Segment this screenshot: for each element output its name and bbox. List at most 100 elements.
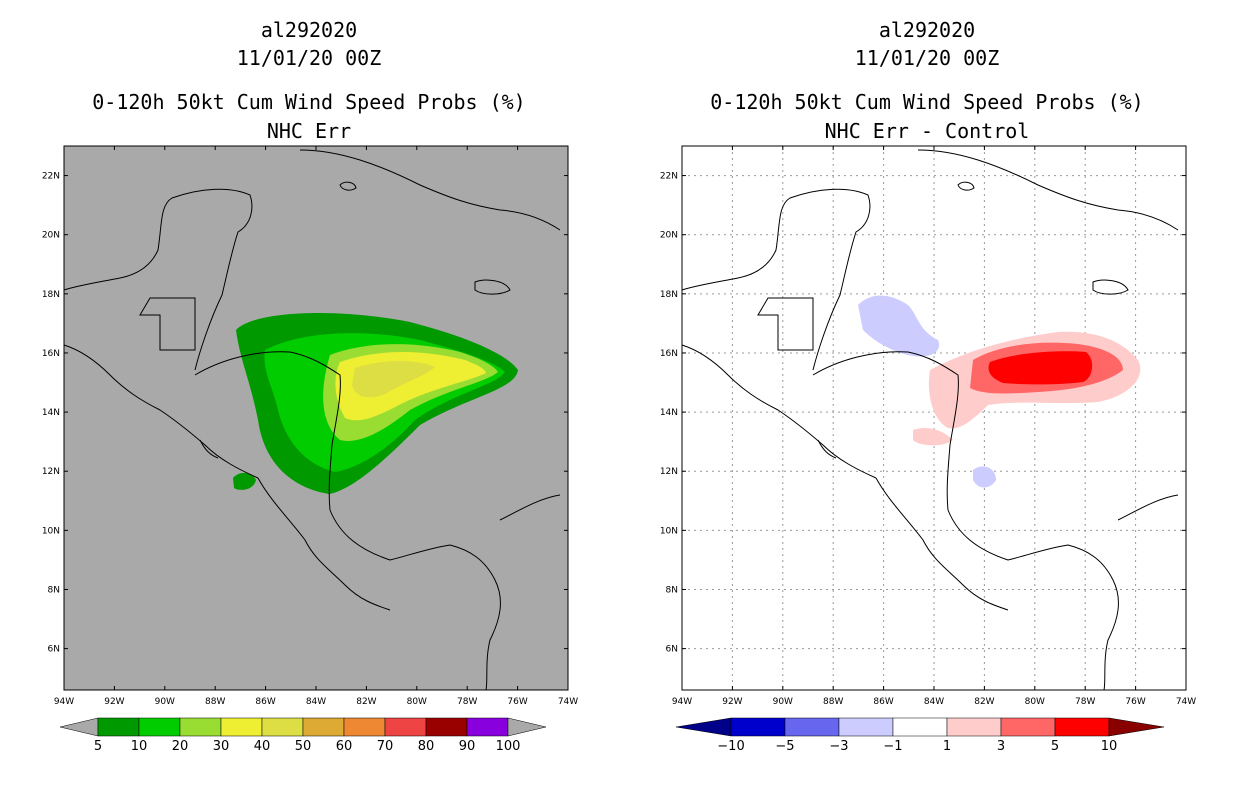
right-lon-label: 92W xyxy=(722,697,742,707)
left-colorbar-label: 40 xyxy=(254,739,271,754)
left-map-panel: al292020 11/01/20 00Z 0-120h 50kt Cum Wi… xyxy=(42,18,578,754)
left-lon-label: 86W xyxy=(255,697,275,707)
right-colorbar-label: 3 xyxy=(997,739,1005,754)
right-colorbar: −10 −5 −3 −1 1 3 5 10 xyxy=(675,717,1165,754)
right-colorbar-label: 10 xyxy=(1101,739,1118,754)
right-lon-label: 94W xyxy=(672,697,692,707)
left-colorbar-swatch xyxy=(466,717,509,737)
right-lon-label: 82W xyxy=(974,697,994,707)
right-colorbar-swatch xyxy=(892,717,948,737)
left-colorbar-label: 80 xyxy=(418,739,435,754)
right-lat-label: 10N xyxy=(660,526,678,536)
right-lon-label: 74W xyxy=(1176,697,1196,707)
right-map-svg: 22N 20N 18N 16N 14N 12N 10N 8N 6N 94W 92W 90W 88W 86W… xyxy=(660,145,1196,754)
left-colorbar-swatch xyxy=(179,717,222,737)
right-datetime: 11/01/20 00Z xyxy=(854,46,1000,70)
right-lat-label: 22N xyxy=(660,172,678,182)
right-map-panel: al292020 11/01/20 00Z 0-120h 50kt Cum Wi… xyxy=(618,0,1236,800)
left-lon-label: 88W xyxy=(205,697,225,707)
right-lat-label: 16N xyxy=(660,349,678,359)
left-lat-label: 12N xyxy=(42,467,60,477)
right-lon-label: 86W xyxy=(873,697,893,707)
right-storm-id: al292020 xyxy=(878,18,976,42)
left-subtitle: NHC Err xyxy=(266,119,352,143)
left-colorbar-swatch xyxy=(425,717,468,737)
right-lon-label: 88W xyxy=(823,697,843,707)
left-lat-label: 18N xyxy=(42,290,60,300)
right-colorbar-label: −3 xyxy=(829,739,848,754)
left-colorbar-swatch xyxy=(138,717,181,737)
right-lon-label: 90W xyxy=(773,697,793,707)
left-colorbar-swatch xyxy=(261,717,304,737)
right-lon-label: 84W xyxy=(924,697,944,707)
left-lon-label: 80W xyxy=(407,697,427,707)
left-lat-label: 14N xyxy=(42,408,60,418)
diff-pos-1b xyxy=(913,428,953,446)
right-colorbar-arrow-high xyxy=(1108,717,1165,737)
left-colorbar-arrow-low xyxy=(59,717,99,737)
right-axis-ticks: 22N 20N 18N 16N 14N 12N 10N 8N 6N 94W 92W 90W 88W 86W… xyxy=(660,146,1196,707)
left-storm-id: al292020 xyxy=(260,18,358,42)
right-gridlines xyxy=(681,146,1187,690)
right-lat-label: 6N xyxy=(666,645,678,655)
left-colorbar-label: 50 xyxy=(295,739,312,754)
left-colorbar-label: 30 xyxy=(213,739,230,754)
left-lat-label: 8N xyxy=(48,585,60,595)
left-colorbar-label: 20 xyxy=(172,739,189,754)
left-lon-label: 78W xyxy=(457,697,477,707)
right-difference-contours xyxy=(858,295,1141,488)
left-datetime: 11/01/20 00Z xyxy=(236,46,382,70)
right-lon-label: 80W xyxy=(1025,697,1045,707)
left-lat-label: 20N xyxy=(42,231,60,241)
left-colorbar-label: 70 xyxy=(377,739,394,754)
left-lat-label: 16N xyxy=(42,349,60,359)
left-colorbar-swatch xyxy=(220,717,263,737)
left-map-svg: 22N 20N 18N 16N 14N 12N 10N 8N 6N 94W 92W 90W 88W 86W… xyxy=(42,145,578,754)
diff-pos-5 xyxy=(988,351,1093,385)
left-lon-label: 76W xyxy=(507,697,527,707)
left-lon-label: 92W xyxy=(104,697,124,707)
contour-small-blob xyxy=(233,472,256,490)
left-colorbar-label: 60 xyxy=(336,739,353,754)
right-colorbar-label: −1 xyxy=(883,739,902,754)
left-lon-label: 74W xyxy=(558,697,578,707)
left-axis-ticks: 22N 20N 18N 16N 14N 12N 10N 8N 6N 94W 92W 90W 88W 86W… xyxy=(42,146,578,707)
left-colorbar-swatch xyxy=(384,717,427,737)
left-colorbar-label: 10 xyxy=(131,739,148,754)
left-lon-label: 94W xyxy=(54,697,74,707)
right-colorbar-label: −5 xyxy=(775,739,794,754)
right-colorbar-label: 1 xyxy=(943,739,951,754)
left-colorbar-swatch xyxy=(343,717,386,737)
right-colorbar-swatch xyxy=(838,717,894,737)
right-product-title: 0-120h 50kt Cum Wind Speed Probs (%) xyxy=(710,90,1144,114)
diff-neg-1b xyxy=(973,466,996,488)
left-lon-label: 82W xyxy=(356,697,376,707)
left-lon-label: 90W xyxy=(155,697,175,707)
right-colorbar-label: −10 xyxy=(717,739,744,754)
right-lat-label: 20N xyxy=(660,231,678,241)
contour-40 xyxy=(352,361,435,398)
right-lat-label: 18N xyxy=(660,290,678,300)
right-colorbar-label: 5 xyxy=(1051,739,1059,754)
right-colorbar-swatch xyxy=(730,717,786,737)
left-colorbar-swatch xyxy=(302,717,345,737)
left-lat-label: 6N xyxy=(48,645,60,655)
right-lat-label: 8N xyxy=(666,585,678,595)
left-product-title: 0-120h 50kt Cum Wind Speed Probs (%) xyxy=(92,90,526,114)
left-probability-contours xyxy=(233,312,518,494)
diff-neg-1 xyxy=(858,295,940,357)
right-colorbar-swatch xyxy=(1000,717,1056,737)
right-lon-label: 78W xyxy=(1075,697,1095,707)
left-lat-label: 10N xyxy=(42,526,60,536)
left-colorbar-label: 100 xyxy=(496,739,521,754)
right-colorbar-swatch xyxy=(1054,717,1110,737)
left-lon-label: 84W xyxy=(306,697,326,707)
right-colorbar-arrow-low xyxy=(675,717,732,737)
right-lat-label: 14N xyxy=(660,408,678,418)
left-colorbar-arrow-high xyxy=(507,717,547,737)
left-colorbar: 5 10 20 30 40 50 60 70 80 90 100 xyxy=(59,717,547,754)
right-lon-label: 76W xyxy=(1125,697,1145,707)
right-colorbar-swatch xyxy=(946,717,1002,737)
left-colorbar-swatch xyxy=(97,717,140,737)
left-coastlines xyxy=(63,149,561,691)
